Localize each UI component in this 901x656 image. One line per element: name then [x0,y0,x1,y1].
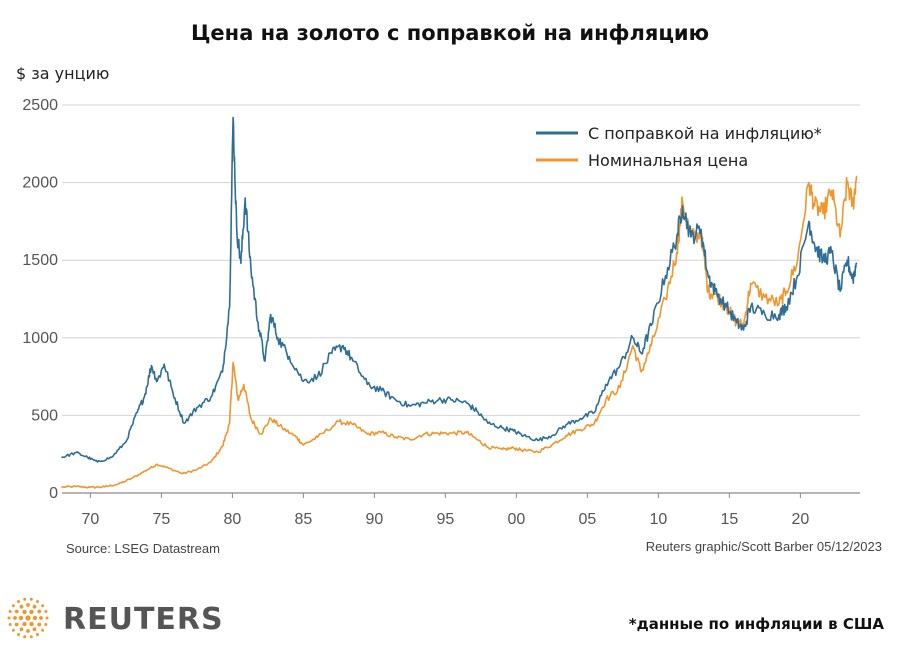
y-tick-label-2000: 2000 [22,175,58,192]
logo-dot [14,622,19,627]
logo-dot [19,604,24,609]
graphic-credit: Reuters graphic/Scott Barber 05/12/2023 [646,539,882,554]
reuters-logo: REUTERS [7,597,224,639]
grid-lines [62,104,860,494]
logo-dot [23,635,27,639]
y-tick-label-1000: 1000 [22,330,58,347]
logo-dot [22,609,27,615]
x-tick-label-90: 90 [365,511,383,528]
logo-dot [29,621,34,627]
logo-dot [17,600,20,603]
reuters-dots-icon [7,597,49,639]
logo-dot [23,597,27,601]
logo-dot [45,616,49,620]
x-tick-label-85: 85 [294,511,312,528]
y-tick-label-0: 0 [49,485,58,502]
x-tick-label-70: 70 [82,511,100,528]
logo-dot [29,635,33,639]
chart-title: Цена на золото с поправкой на инфляцию [191,21,709,45]
x-tick-label-20: 20 [791,511,809,528]
logo-dot [37,609,42,614]
logo-dot [8,610,12,613]
y-tick-labels: 0 500 1000 1500 2000 2500 [22,97,58,502]
y-tick-label-500: 500 [31,407,58,424]
logo-dot [29,609,34,615]
series-line-nominal [61,175,858,489]
inflation-footnote: *данные по инфляции в США [629,615,885,633]
series-line-inflation-adjusted [61,116,858,463]
logo-dot [36,600,39,603]
logo-dot [32,604,37,609]
x-tick-label-95: 95 [436,511,454,528]
legend-label-nominal: Номинальная цена [588,151,748,170]
logo-dot [44,610,48,613]
logo-dot [29,597,33,601]
y-tick-label-2500: 2500 [22,97,58,114]
x-tick-label-05: 05 [578,511,596,528]
logo-dot [37,622,42,627]
legend: С поправкой на инфляцию* Номинальная цен… [536,124,822,170]
source-note: Source: LSEG Datastream [66,541,220,556]
logo-dot [8,623,12,626]
logo-dot [32,627,37,632]
reuters-wordmark: REUTERS [63,602,224,637]
logo-dot [14,609,19,614]
series-lines [61,116,858,489]
logo-dot [7,616,11,620]
logo-dot [26,629,30,633]
legend-label-inflation-adjusted: С поправкой на инфляцию* [588,124,822,143]
logo-dot [26,603,30,607]
logo-dot [18,615,24,621]
logo-dot [39,616,43,620]
logo-dot [36,633,39,636]
x-tick-label-80: 80 [223,511,241,528]
x-tick-label-00: 00 [507,511,525,528]
logo-dot [32,615,38,621]
logo-dot [11,628,15,632]
logo-dot [25,615,31,621]
x-tick-label-10: 10 [649,511,667,528]
y-axis-unit-label: $ за унцию [16,64,109,83]
x-tick-labels: 70 75 80 85 90 95 00 05 10 15 20 [82,493,809,528]
logo-dot [41,628,45,632]
logo-dot [17,633,20,636]
logo-dot [41,604,45,608]
x-tick-label-75: 75 [152,511,170,528]
logo-dot [11,604,15,608]
logo-dot [19,627,24,632]
x-tick-label-15: 15 [720,511,738,528]
logo-dot [22,621,27,627]
logo-dot [44,623,48,626]
y-tick-label-1500: 1500 [22,252,58,269]
logo-dot [13,616,17,620]
